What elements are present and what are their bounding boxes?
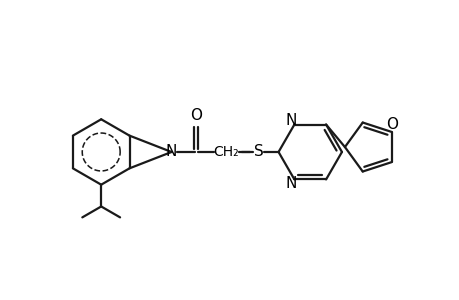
Text: N: N <box>285 176 297 191</box>
Text: O: O <box>190 108 202 123</box>
Text: N: N <box>285 113 297 128</box>
Text: CH₂: CH₂ <box>213 145 238 159</box>
Text: O: O <box>386 118 397 133</box>
Text: N: N <box>166 145 177 160</box>
Text: S: S <box>253 145 263 160</box>
